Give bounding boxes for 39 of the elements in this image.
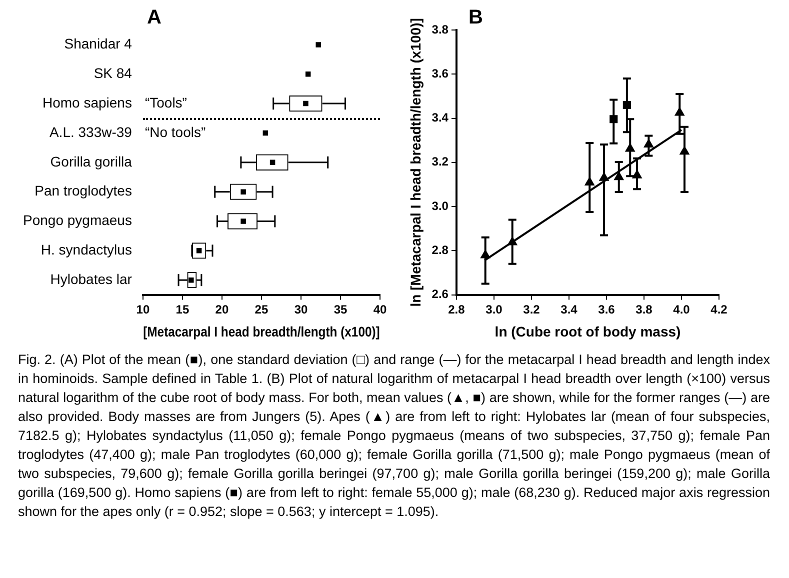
x-tick-label: 3.0 [486,302,503,316]
annotation: “Tools” [144,94,188,110]
y-tick-label: 3.0 [432,198,449,213]
annotation: “No tools” [144,124,206,140]
x-tick-label: 10 [136,302,150,316]
y-tick-label: Shanidar 4 [64,36,132,52]
y-tick-label: SK 84 [94,64,132,81]
text: Fig. 2. (A) Plot of the mean (■), one standard deviation (□) and range (—) for the metacarpal I head breadth and length index in hominoids. Sample defined in Table 1. (B) Plot of natural logarithm of metacarpal I head breadth over length (×100) versus natural logarithm of the cube root of body mass. For both, mean values (▲, ■) are shown, while for the former ranges (—) are also provided. Body masses are from Jungers (5). Apes (▲) are from left to right: Hylobates lar (mean of four subspecies, 7182.5 g); Hylobates syndactylus (11,050 g); female Pongo pygmaeus (means of two subspecies, 37,750 g); female Pan troglodytes (47,400 g); male Pan troglodytes (60,000 g); female Gorilla gorilla (71,500 g); male Pongo pygmaeus (mean of two subspecies, 79,600 g); female Gorilla gorilla beringei (97,700 g); male Gorilla gorilla beringei (159,200 g); male Gorilla gorilla (169,500 g). Homo sapiens (■) are from left to right: female 55,000 g); male (68,230 g). Reduced major axis regression shown for the apes only (r = 0.952; slope = 0.563; y intercept = 1.095). [18,352,770,519]
x-tick-label: 2.8 [448,302,466,316]
y-tick-label: Homo sapiens [42,94,132,110]
y-tick-label: 2.6 [432,287,449,302]
x-tick-label: 4.2 [710,302,728,316]
y-tick-label: 3.2 [432,154,449,169]
y-tick-label: 3.8 [432,22,449,36]
x-tick-label: 4.0 [673,302,690,316]
y-tick-label: 3.4 [432,110,449,125]
y-tick-label: 2.8 [432,242,449,257]
y-tick-label: Gorilla gorilla [50,153,132,170]
x-tick-label: 3.2 [523,302,540,316]
chart-title: B [468,6,483,29]
y-tick-label: A.L. 333w-39 [49,124,132,140]
x-tick-label: 20 [215,302,229,316]
y-tick-label: H. syndactylus [40,242,132,258]
y-tick-label: Pan troglodytes [34,182,132,199]
x-tick-label: 15 [176,302,190,316]
x-axis-title: ln (Cube root of body mass) [494,323,681,340]
x-tick-label: 3.8 [636,302,653,316]
x-tick-label: 35 [334,302,348,316]
x-tick-label: 25 [254,302,268,316]
y-tick-label: 3.6 [432,66,449,80]
y-tick-label: Pongo pygmaeus [22,212,132,228]
x-tick-label: 40 [373,302,387,316]
x-tick-label: 3.6 [598,302,616,316]
y-axis-title: ln [Metacarpal I head breadth/length (x100)] [407,18,424,307]
chart-title: A [146,6,162,29]
y-tick-label: Hylobates lar [50,270,132,287]
x-axis-title: [Metacarpal I head breadth/length (x100)] [143,324,380,340]
x-tick-label: 3.4 [560,302,578,316]
x-tick-label: 30 [294,302,308,316]
